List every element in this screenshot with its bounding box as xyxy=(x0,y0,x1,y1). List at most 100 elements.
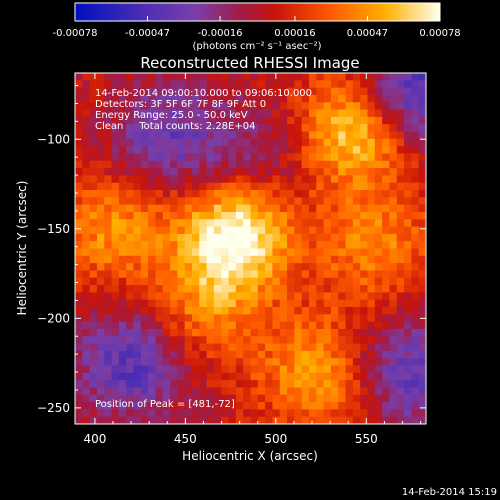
heatmap-cell xyxy=(199,321,208,330)
heatmap-cell xyxy=(192,372,200,381)
heatmap-cell xyxy=(301,270,310,279)
heatmap-cell xyxy=(287,350,295,359)
heatmap-cell xyxy=(192,233,200,242)
heatmap-cell xyxy=(287,277,295,286)
heatmap-cell xyxy=(257,255,266,264)
heatmap-cell xyxy=(118,175,127,184)
heatmap-cell xyxy=(170,226,178,235)
heatmap-cell xyxy=(104,116,113,125)
heatmap-cell xyxy=(250,409,259,418)
heatmap-cell xyxy=(294,102,303,111)
heatmap-cell xyxy=(118,146,127,155)
heatmap-cell xyxy=(250,80,259,89)
heatmap-cell xyxy=(294,124,303,133)
heatmap-cell xyxy=(265,307,274,315)
heatmap-cell xyxy=(140,168,149,176)
heatmap-cell xyxy=(338,299,347,308)
heatmap-cell xyxy=(389,365,398,374)
heatmap-cell xyxy=(162,146,171,155)
heatmap-cell xyxy=(352,211,361,220)
heatmap-cell xyxy=(140,248,149,257)
heatmap-cell xyxy=(338,226,347,235)
heatmap-cell xyxy=(257,146,266,155)
heatmap-cell xyxy=(389,328,398,337)
heatmap-cell xyxy=(250,190,259,198)
heatmap-cell xyxy=(140,270,149,279)
heatmap-cell xyxy=(352,241,361,250)
heatmap-cell xyxy=(418,328,426,337)
heatmap-cell xyxy=(279,292,288,301)
heatmap-cell xyxy=(126,211,135,220)
heatmap-cell xyxy=(360,409,369,418)
heatmap-cell xyxy=(411,314,420,323)
heatmap-cell xyxy=(338,116,347,125)
heatmap-cell xyxy=(111,211,120,220)
heatmap-cell xyxy=(257,116,266,125)
heatmap-cell xyxy=(418,153,426,162)
heatmap-cell xyxy=(104,394,113,403)
heatmap-cell xyxy=(374,131,383,140)
heatmap-cell xyxy=(192,197,200,206)
heatmap-cell xyxy=(382,307,391,315)
heatmap-cell xyxy=(367,409,376,418)
heatmap-cell xyxy=(192,73,200,81)
heatmap-cell xyxy=(243,138,252,147)
heatmap-cell xyxy=(316,80,325,89)
heatmap-cell xyxy=(82,87,91,96)
heatmap-cell xyxy=(389,285,398,293)
heatmap-cell xyxy=(133,372,142,381)
heatmap-cell xyxy=(235,87,244,96)
heatmap-cell xyxy=(352,358,361,367)
heatmap-cell xyxy=(118,380,127,389)
heatmap-cell xyxy=(104,168,113,176)
heatmap-cell xyxy=(82,109,91,118)
heatmap-cell xyxy=(221,138,230,147)
heatmap-cell xyxy=(170,255,178,264)
heatmap-cell xyxy=(206,248,215,257)
heatmap-cell xyxy=(177,343,186,352)
heatmap-cell xyxy=(96,416,105,424)
heatmap-cell xyxy=(228,116,237,125)
heatmap-cell xyxy=(257,307,266,315)
heatmap-cell xyxy=(192,387,200,396)
heatmap-cell xyxy=(316,387,325,396)
heatmap-cell xyxy=(184,211,193,220)
heatmap-cell xyxy=(184,124,193,133)
heatmap-cell xyxy=(192,255,200,264)
heatmap-cell xyxy=(96,197,105,206)
heatmap-cell xyxy=(96,343,105,352)
heatmap-cell xyxy=(389,153,398,162)
heatmap-cell xyxy=(352,248,361,257)
heatmap-cell xyxy=(170,182,178,191)
heatmap-cell xyxy=(111,321,120,330)
heatmap-cell xyxy=(374,197,383,206)
heatmap-cell xyxy=(367,197,376,206)
heatmap-cell xyxy=(309,263,317,272)
heatmap-cell xyxy=(330,394,339,403)
heatmap-cell xyxy=(228,87,237,96)
heatmap-cell xyxy=(272,343,281,352)
heatmap-cell xyxy=(352,153,361,162)
heatmap-cell xyxy=(323,350,332,359)
heatmap-cell xyxy=(111,409,120,418)
heatmap-cell xyxy=(170,160,178,169)
heatmap-cell xyxy=(192,307,200,315)
heatmap-cell xyxy=(170,387,178,396)
heatmap-cell xyxy=(104,409,113,418)
heatmap-cell xyxy=(330,292,339,301)
heatmap-cell xyxy=(155,328,164,337)
heatmap-cell xyxy=(133,175,142,184)
heatmap-cell xyxy=(228,277,237,286)
heatmap-cell xyxy=(140,292,149,301)
heatmap-cell xyxy=(148,387,157,396)
heatmap-cell xyxy=(184,409,193,418)
heatmap-cell xyxy=(228,146,237,155)
heatmap-cell xyxy=(338,387,347,396)
heatmap-cell xyxy=(148,402,157,410)
heatmap-cell xyxy=(272,73,281,81)
heatmap-cell xyxy=(111,372,120,381)
heatmap-cell xyxy=(352,73,361,81)
heatmap-cell xyxy=(374,190,383,198)
heatmap-cell xyxy=(162,226,171,235)
heatmap-cell xyxy=(162,394,171,403)
